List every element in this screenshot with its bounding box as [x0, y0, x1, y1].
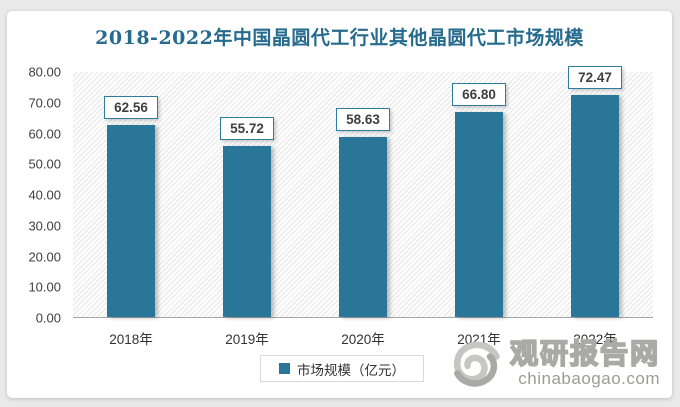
- data-label: 58.63: [336, 108, 390, 132]
- y-tick: 10.00: [28, 279, 61, 295]
- y-tick: 50.00: [28, 156, 61, 172]
- watermark: 观研报告网 chinabaogao.com: [448, 336, 660, 392]
- bar-2020: [339, 137, 387, 317]
- bar-2022: [571, 95, 619, 317]
- y-tick: 70.00: [28, 95, 61, 111]
- bar-2018: [107, 125, 155, 317]
- y-tick: 80.00: [28, 64, 61, 80]
- bar-slot: 62.56: [73, 72, 189, 317]
- bar-2021: [455, 112, 503, 317]
- legend-swatch: [279, 363, 290, 374]
- chart-card: 2018-2022年中国晶圆代工行业其他晶圆代工市场规模 0.00 10.00 …: [7, 11, 672, 398]
- bar-slot: 66.80: [421, 72, 537, 317]
- y-tick: 30.00: [28, 218, 61, 234]
- watermark-domain: chinabaogao.com: [518, 368, 660, 388]
- watermark-text: 观研报告网 chinabaogao.com: [509, 338, 660, 389]
- y-tick: 60.00: [28, 126, 61, 141]
- y-tick: 20.00: [28, 249, 61, 264]
- x-tick: 2018年: [109, 332, 153, 347]
- bar-slot: 55.72: [189, 72, 305, 317]
- bar-slot: 58.63: [305, 72, 421, 317]
- data-label: 66.80: [452, 83, 506, 107]
- x-tick: 2020年: [341, 332, 385, 347]
- swirl-logo-icon: [453, 341, 500, 387]
- bar-2019: [223, 146, 271, 317]
- plot-area: 62.56 55.72 58.63 66.80 72.47: [73, 66, 653, 318]
- legend: 市场规模（亿元）: [260, 355, 424, 382]
- watermark-name: 观研报告网: [509, 338, 660, 370]
- chart-title: 2018-2022年中国晶圆代工行业其他晶圆代工市场规模: [95, 27, 584, 49]
- data-label: 55.72: [220, 117, 274, 141]
- y-tick: 40.00: [28, 187, 61, 203]
- x-tick: 2022年: [573, 332, 617, 347]
- y-axis: 0.00 10.00 20.00 30.00 40.00 50.00 60.00…: [7, 65, 65, 326]
- x-tick: 2019年: [225, 332, 269, 347]
- legend-label: 市场规模（亿元）: [297, 362, 405, 378]
- bar-slots: 62.56 55.72 58.63 66.80 72.47: [73, 66, 653, 317]
- bar-slot: 72.47: [537, 66, 653, 317]
- y-tick: 0.00: [35, 310, 61, 326]
- data-label: 72.47: [568, 66, 622, 90]
- data-label: 62.56: [104, 96, 158, 120]
